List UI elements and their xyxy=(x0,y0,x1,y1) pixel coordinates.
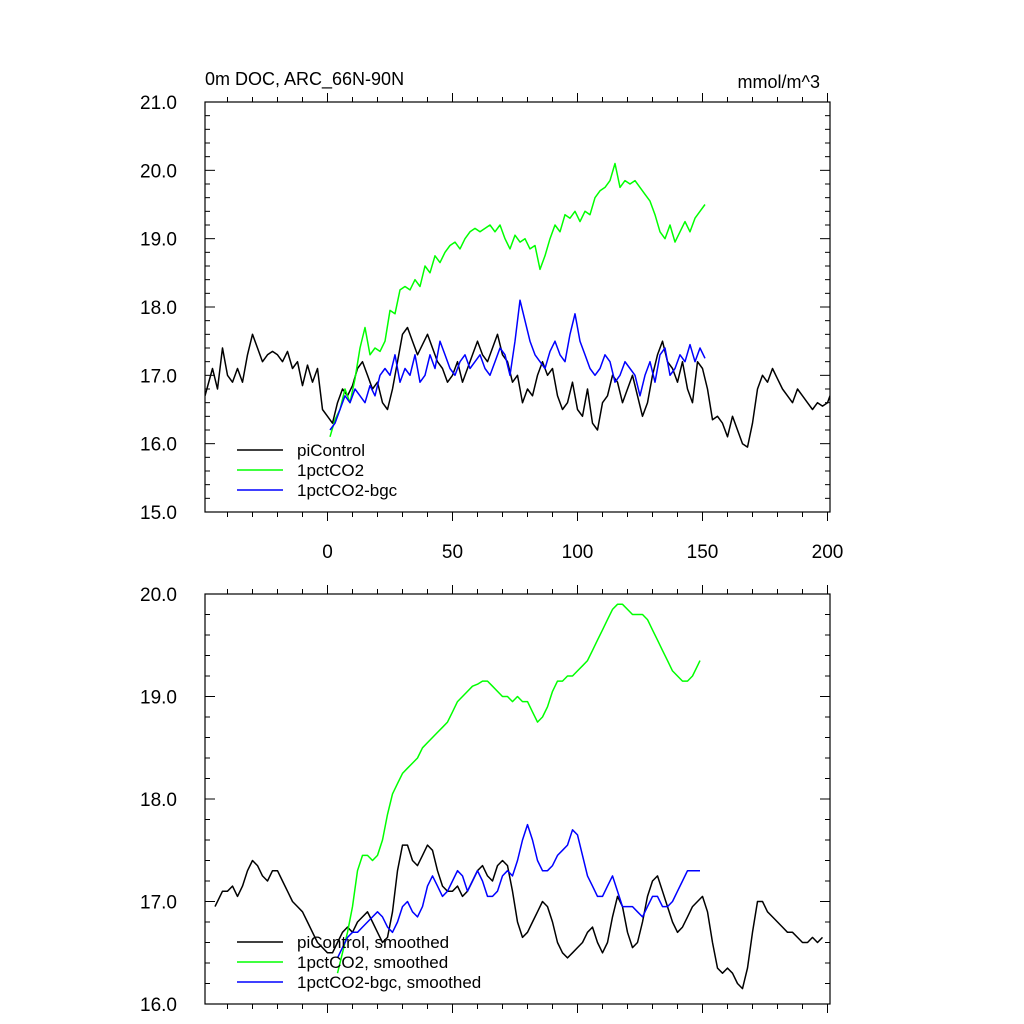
y-tick-label: 18.0 xyxy=(140,790,177,811)
legend-label: 1pctCO2-bgc, smoothed xyxy=(297,973,481,992)
y-tick-label: 20.0 xyxy=(140,161,177,182)
y-tick-label: 17.0 xyxy=(140,893,177,914)
top-panel: 15.0 16.0 17.0 18.0 19.0 20.0 21.0 0 50 100 150 200… xyxy=(140,69,843,563)
y-tick-label: 19.0 xyxy=(140,230,177,251)
y-tick-label: 16.0 xyxy=(140,995,177,1016)
series-line-1pctco2-bgc xyxy=(329,299,706,431)
y-tick-label: 21.0 xyxy=(140,93,177,114)
series-line-picontrol-smoothed xyxy=(214,844,824,990)
series-line-1pctco2-bgc-smoothed xyxy=(336,823,700,959)
y-tick-label: 17.0 xyxy=(140,366,177,387)
chart-title: 0m DOC, ARC_66N-90N xyxy=(205,69,404,90)
series-line-1pctco2 xyxy=(329,162,706,438)
legend-label: piControl xyxy=(297,441,365,460)
y-tick-label: 15.0 xyxy=(140,503,177,524)
units-label: mmol/m^3 xyxy=(738,72,820,92)
legend-label: 1pctCO2, smoothed xyxy=(297,953,448,972)
series-line-picontrol xyxy=(205,326,830,448)
x-tick-label: 100 xyxy=(562,542,594,563)
axis-ticks xyxy=(205,585,830,1013)
y-tick-label: 16.0 xyxy=(140,435,177,456)
y-tick-label: 19.0 xyxy=(140,688,177,709)
x-tick-label: 150 xyxy=(687,542,719,563)
legend-label: piControl, smoothed xyxy=(297,933,449,952)
series-group xyxy=(214,603,824,990)
x-tick-label: 50 xyxy=(442,542,463,563)
axis-ticks xyxy=(205,93,830,521)
legend-label: 1pctCO2-bgc xyxy=(297,481,398,500)
y-tick-label: 18.0 xyxy=(140,298,177,319)
series-group xyxy=(205,162,830,448)
x-tick-label: 0 xyxy=(322,542,333,563)
x-tick-label: 200 xyxy=(812,542,844,563)
series-line-1pctco2-smoothed xyxy=(336,603,701,974)
y-tick-label: 20.0 xyxy=(140,585,177,606)
legend-label: 1pctCO2 xyxy=(297,461,364,480)
